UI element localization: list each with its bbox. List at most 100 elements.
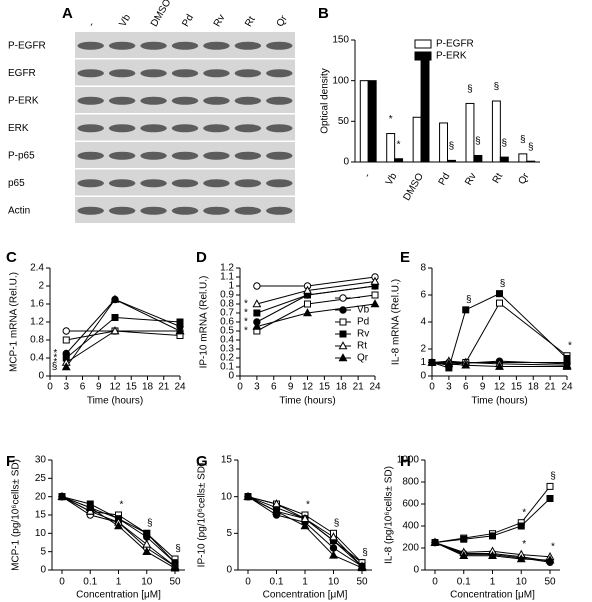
y-tick-label: 6 <box>420 290 426 301</box>
band <box>140 206 167 215</box>
point <box>304 300 311 308</box>
point <box>495 361 504 370</box>
lane-label: Pd <box>180 13 196 29</box>
band <box>140 151 167 160</box>
x-tick-label: 12 <box>109 382 121 393</box>
series-line <box>65 330 180 363</box>
bar-annotation: § <box>475 136 481 147</box>
bar <box>473 154 483 163</box>
band <box>234 41 262 50</box>
series-line <box>66 330 181 341</box>
y-tick-label: 0.4 <box>220 335 234 346</box>
band <box>234 69 262 78</box>
bar <box>518 153 528 163</box>
x-axis-label: Time (hours) <box>87 396 143 407</box>
legend-marker <box>339 294 347 302</box>
y-tick-label: 2 <box>38 281 44 292</box>
band <box>234 206 262 215</box>
y-tick-label: 0 <box>226 565 232 576</box>
legend-swatch <box>414 39 432 49</box>
bar <box>439 122 449 163</box>
row-label: Actin <box>8 205 30 216</box>
y-tick-label: 15 <box>221 455 233 466</box>
x-tick-label: Rv <box>463 171 479 187</box>
lane-label: - <box>86 20 97 28</box>
band <box>171 206 199 215</box>
bar-annotation: § <box>528 142 534 153</box>
x-tick-label: 0 <box>237 382 243 393</box>
band <box>140 69 167 78</box>
x-axis-label: Concentration [μM] <box>450 590 535 601</box>
legend-label: - <box>357 293 360 304</box>
y-axis-label: IP-10 (pg/10⁶cells± SD) <box>197 463 208 568</box>
band <box>203 41 230 50</box>
x-tick-label: 9 <box>288 382 294 393</box>
y-tick-label: 50 <box>338 116 350 127</box>
bar <box>367 80 377 163</box>
x-tick-label: 21 <box>545 382 557 393</box>
point <box>143 529 151 537</box>
x-tick-label: 3 <box>446 382 452 393</box>
band <box>266 69 293 78</box>
y-tick-label: 0.9 <box>220 290 234 301</box>
point <box>370 276 380 285</box>
band <box>77 41 104 50</box>
point <box>488 550 497 559</box>
bar <box>499 156 509 163</box>
y-tick-label: 25 <box>35 473 47 484</box>
x-tick-label: 3 <box>254 382 260 393</box>
row-label: EGFR <box>8 68 36 79</box>
bar <box>386 133 396 163</box>
lane-label: Rt <box>243 14 258 28</box>
point-annotation: § <box>147 518 153 529</box>
row-label: ERK <box>8 123 29 134</box>
y-tick-label: 2.4 <box>30 263 44 274</box>
point <box>462 306 470 314</box>
x-tick-label: 50 <box>544 577 556 588</box>
y-tick-label: 0.7 <box>220 308 234 319</box>
y-tick-label: 1.6 <box>30 299 44 310</box>
band <box>108 96 136 105</box>
band <box>140 179 167 188</box>
legend-swatch <box>414 51 432 61</box>
y-axis-label: Optical density <box>320 68 331 134</box>
point <box>253 282 261 290</box>
x-tick-label: 1 <box>116 577 122 588</box>
band <box>266 206 293 215</box>
x-tick-label: Vb <box>384 171 400 187</box>
point <box>546 495 554 502</box>
y-tick-label: 10 <box>221 491 233 502</box>
band <box>266 96 293 105</box>
y-tick-label: 5 <box>226 528 232 539</box>
bar <box>465 102 475 163</box>
x-tick-label: 18 <box>336 382 348 393</box>
legend-marker <box>338 353 348 362</box>
bar <box>447 159 456 163</box>
y-axis-label: MCP-1 mRNA (Rel.U.) <box>9 272 20 372</box>
point <box>517 522 525 530</box>
point <box>62 336 70 344</box>
legend-marker <box>339 330 347 338</box>
point-annotation: * <box>522 539 526 550</box>
point <box>114 521 123 530</box>
band <box>108 41 136 50</box>
x-tick-label: 15 <box>126 382 138 393</box>
point-annotation: * <box>551 541 555 552</box>
band <box>77 179 104 188</box>
bar <box>491 100 501 163</box>
x-axis-label: Concentration [μM] <box>263 590 348 601</box>
y-tick-label: 5 <box>40 546 46 557</box>
point-annotation: § <box>52 362 58 373</box>
band <box>203 206 230 215</box>
point-annotation: * <box>568 340 572 351</box>
point <box>110 294 120 303</box>
point-annotation: * <box>244 308 248 319</box>
y-axis-label: MCP-1 (pg/10⁶cells± SD) <box>11 459 22 571</box>
band <box>171 41 199 50</box>
y-tick-label: 0.8 <box>220 299 234 310</box>
point-annotation: * <box>53 348 57 359</box>
point-annotation: * <box>120 500 124 511</box>
x-tick-label: 1 <box>490 577 496 588</box>
y-axis-label: IP-10 mRNA (Rel.U.) <box>199 276 210 369</box>
point-annotation: * <box>244 326 248 337</box>
